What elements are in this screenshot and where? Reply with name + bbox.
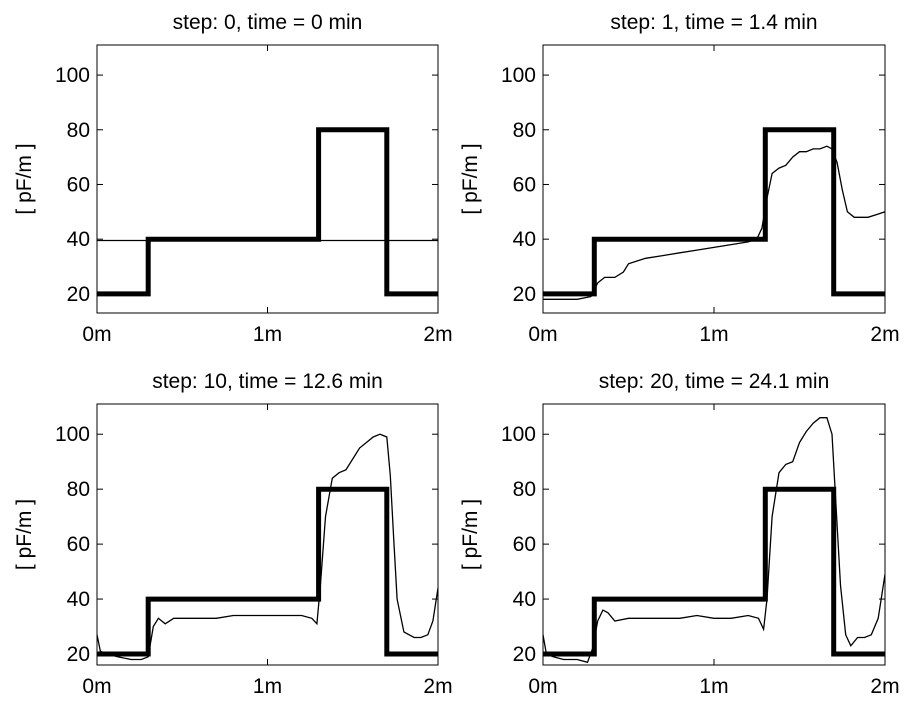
estimated-profile-line bbox=[543, 417, 885, 664]
x-tick-label: 1m bbox=[253, 323, 282, 346]
y-tick-label: 40 bbox=[513, 228, 536, 251]
x-tick-label: 1m bbox=[253, 675, 282, 698]
y-tick-label: 100 bbox=[55, 423, 90, 446]
reference-profile-line bbox=[543, 127, 885, 297]
x-tick-label: 2m bbox=[423, 323, 452, 346]
y-tick-label: 80 bbox=[513, 119, 536, 142]
y-tick-label: 20 bbox=[67, 283, 90, 306]
y-tick-label: 40 bbox=[513, 588, 536, 611]
y-tick-label: 40 bbox=[67, 588, 90, 611]
x-tick-label: 1m bbox=[699, 675, 728, 698]
y-tick-label: 80 bbox=[513, 478, 536, 501]
y-tick-label: 20 bbox=[513, 283, 536, 306]
y-axis-label: [ pF/m ] bbox=[459, 143, 482, 214]
x-tick-label: 1m bbox=[699, 323, 728, 346]
subplot-2: step: 1, time = 1.4 min [ pF/m ] 20 40 60 80 1… bbox=[459, 11, 900, 346]
subplot-3: step: 10, time = 12.6 min [ pF/m ] 20 40 60 8… bbox=[13, 370, 453, 698]
reference-profile-line bbox=[97, 486, 438, 657]
estimated-profile-line bbox=[97, 433, 438, 661]
x-tick-label: 2m bbox=[870, 675, 899, 698]
y-axis-label: [ pF/m ] bbox=[13, 143, 36, 214]
x-tick-label: 2m bbox=[870, 323, 899, 346]
y-tick-label: 20 bbox=[67, 643, 90, 666]
y-tick-label: 60 bbox=[67, 173, 90, 196]
chart-title: step: 1, time = 1.4 min bbox=[610, 11, 817, 34]
chart-title: step: 0, time = 0 min bbox=[173, 11, 363, 34]
reference-profile-line bbox=[97, 127, 438, 297]
y-tick-label: 20 bbox=[513, 643, 536, 666]
y-tick-label: 100 bbox=[501, 64, 536, 87]
x-tick-label: 0m bbox=[528, 323, 557, 346]
y-tick-label: 40 bbox=[67, 228, 90, 251]
reference-profile-line bbox=[543, 486, 885, 657]
x-tick-label: 0m bbox=[82, 323, 111, 346]
y-tick-label: 100 bbox=[501, 423, 536, 446]
x-tick-label: 0m bbox=[82, 675, 111, 698]
estimated-profile-line bbox=[543, 145, 885, 300]
chart-title: step: 10, time = 12.6 min bbox=[152, 370, 383, 393]
subplot-4: step: 20, time = 24.1 min [ pF/m ] 20 40 60 8… bbox=[459, 370, 900, 698]
y-axis-label: [ pF/m ] bbox=[459, 499, 482, 570]
x-tick-label: 0m bbox=[528, 675, 557, 698]
y-tick-label: 80 bbox=[67, 478, 90, 501]
chart-title: step: 20, time = 24.1 min bbox=[599, 370, 830, 393]
y-tick-label: 80 bbox=[67, 119, 90, 142]
y-tick-label: 60 bbox=[67, 533, 90, 556]
y-axis-label: [ pF/m ] bbox=[13, 499, 36, 570]
x-tick-label: 2m bbox=[423, 675, 452, 698]
y-tick-label: 60 bbox=[513, 173, 536, 196]
y-tick-label: 60 bbox=[513, 533, 536, 556]
subplot-1: step: 0, time = 0 min [ pF/m ] 20 40 60 80 100… bbox=[13, 11, 453, 346]
y-tick-label: 100 bbox=[55, 64, 90, 87]
